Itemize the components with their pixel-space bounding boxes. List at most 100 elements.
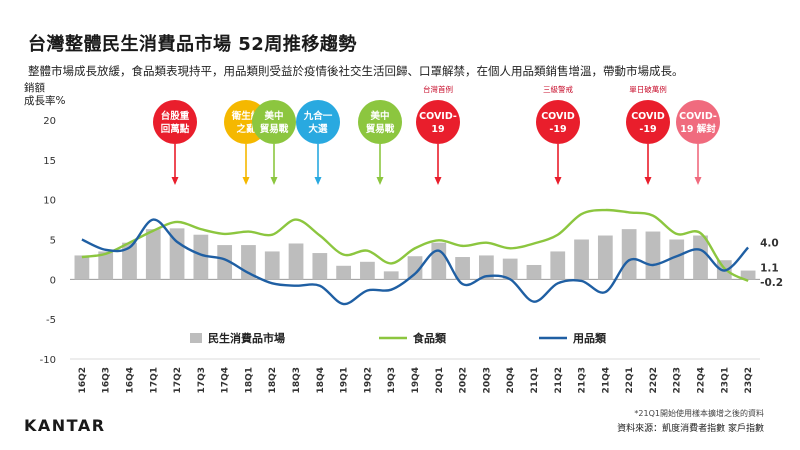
annotation-text: 19 解封 <box>680 123 716 135</box>
y-tick-label: 5 <box>50 236 56 247</box>
x-tick-label: 22Q2 <box>649 367 659 393</box>
annotation-arrow-head <box>270 177 278 185</box>
legend-label: 用品類 <box>573 331 607 345</box>
annotation-text: 大選 <box>308 123 328 135</box>
annotation-text: 台股重 <box>161 110 190 122</box>
annotation-arrow-head <box>242 177 250 185</box>
legend-label: 食品類 <box>413 331 447 345</box>
bar-17Q3 <box>193 234 209 280</box>
annotation-text: 回萬點 <box>161 123 190 135</box>
x-tick-label: 18Q2 <box>268 367 278 393</box>
end-label-用品類: 4.0 <box>760 237 779 249</box>
annotation-arrow-head <box>554 177 562 185</box>
bar-18Q4 <box>312 253 328 280</box>
footnote: *21Q1開始使用樣本擴增之後的資料 <box>634 409 764 418</box>
annotation-text: 貿易戰 <box>260 123 289 135</box>
annotation-caption: 三級警戒 <box>543 84 573 94</box>
annotation-arrow-head <box>434 177 442 185</box>
annotation-arrow-head <box>694 177 702 185</box>
bar-22Q4 <box>693 235 708 280</box>
end-label-民生消費品市場: 1.1 <box>760 263 779 275</box>
x-tick-label: 17Q2 <box>173 367 183 393</box>
annotation-bubble <box>536 100 580 144</box>
series-line-食品類 <box>81 208 749 283</box>
bar-22Q1 <box>621 229 637 280</box>
annotation-bubble <box>416 100 460 144</box>
x-tick-label: 18Q1 <box>244 367 254 393</box>
annotation-text: COVID- <box>419 111 457 122</box>
x-tick-label: 21Q3 <box>578 367 588 393</box>
bar-19Q2 <box>360 261 375 280</box>
x-tick-label: 22Q1 <box>625 367 635 393</box>
x-tick-label: 20Q1 <box>435 367 445 393</box>
bar-23Q2 <box>740 270 756 280</box>
annotation-bubble <box>252 100 296 144</box>
annotation-arrow-head <box>171 177 179 185</box>
y-tick-label: 10 <box>43 196 56 207</box>
kantar-logo: KANTAR <box>24 416 106 435</box>
bar-17Q4 <box>217 245 233 280</box>
series-line-用品類 <box>81 218 749 306</box>
annotation-text: COVID <box>631 111 665 122</box>
bar-22Q3 <box>669 239 685 280</box>
annotation-arrow-head <box>314 177 322 185</box>
x-tick-label: 23Q1 <box>720 367 730 393</box>
bar-18Q3 <box>288 243 304 280</box>
annotation-bubble <box>153 100 197 144</box>
annotation-text: -19 <box>549 124 566 135</box>
annotation-bubble <box>296 100 340 144</box>
x-tick-label: 19Q3 <box>387 367 397 393</box>
bar-18Q2 <box>264 251 280 280</box>
annotation-caption: 台灣首例 <box>423 84 453 94</box>
x-tick-label: 19Q1 <box>340 367 350 393</box>
bar-21Q3 <box>574 239 589 280</box>
y-axis-title: 銷額 成長率% <box>24 82 65 108</box>
annotation-text: -19 <box>639 124 656 135</box>
x-tick-label: 16Q4 <box>125 367 135 393</box>
x-tick-label: 19Q4 <box>411 367 421 393</box>
x-tick-label: 18Q3 <box>292 367 302 393</box>
x-tick-label: 20Q2 <box>459 367 469 393</box>
annotation-text: 美中 <box>369 110 389 122</box>
legend-label: 民生消費品市場 <box>208 331 285 345</box>
annotation-text: 19 <box>431 124 444 135</box>
y-tick-label: -5 <box>46 315 56 326</box>
bar-17Q2 <box>169 228 185 280</box>
x-tick-label: 22Q4 <box>697 367 707 393</box>
bar-16Q3 <box>98 251 114 280</box>
annotation-text: 九合一 <box>303 110 333 122</box>
legend-swatch <box>190 333 202 343</box>
annotation-text: 美中 <box>263 110 283 122</box>
bar-20Q1 <box>431 242 447 280</box>
bar-17Q1 <box>145 229 161 280</box>
bar-19Q3 <box>383 271 399 280</box>
bar-22Q2 <box>645 231 661 280</box>
annotation-bubble <box>626 100 670 144</box>
annotation-text: COVID- <box>679 111 717 122</box>
annotation-arrow-head <box>376 177 384 185</box>
bar-16Q4 <box>122 242 137 280</box>
y-axis-title-line-2: 成長率% <box>24 95 66 107</box>
end-label-食品類: -0.2 <box>760 277 783 289</box>
y-tick-label: 0 <box>50 275 56 286</box>
x-tick-label: 22Q3 <box>673 367 683 393</box>
annotation-arrow-head <box>644 177 652 185</box>
annotation-bubble <box>676 100 720 144</box>
bar-19Q4 <box>407 256 423 280</box>
x-tick-label: 20Q3 <box>482 367 492 393</box>
x-tick-label: 18Q4 <box>316 367 326 393</box>
bar-21Q4 <box>597 235 613 280</box>
y-axis-title-line-1: 銷額 <box>24 82 45 94</box>
bar-19Q1 <box>336 265 351 280</box>
bar-21Q1 <box>526 264 542 280</box>
x-tick-label: 21Q4 <box>601 367 611 393</box>
x-tick-label: 17Q1 <box>149 367 159 393</box>
data-source: 資料來源：凱度消費者指數 家戶指數 <box>617 424 764 434</box>
bar-20Q3 <box>479 255 494 280</box>
annotation-text: COVID <box>541 111 575 122</box>
x-tick-label: 23Q2 <box>744 367 754 393</box>
x-tick-label: 20Q4 <box>506 367 516 393</box>
x-tick-label: 17Q3 <box>197 367 207 393</box>
bar-21Q2 <box>550 251 566 280</box>
